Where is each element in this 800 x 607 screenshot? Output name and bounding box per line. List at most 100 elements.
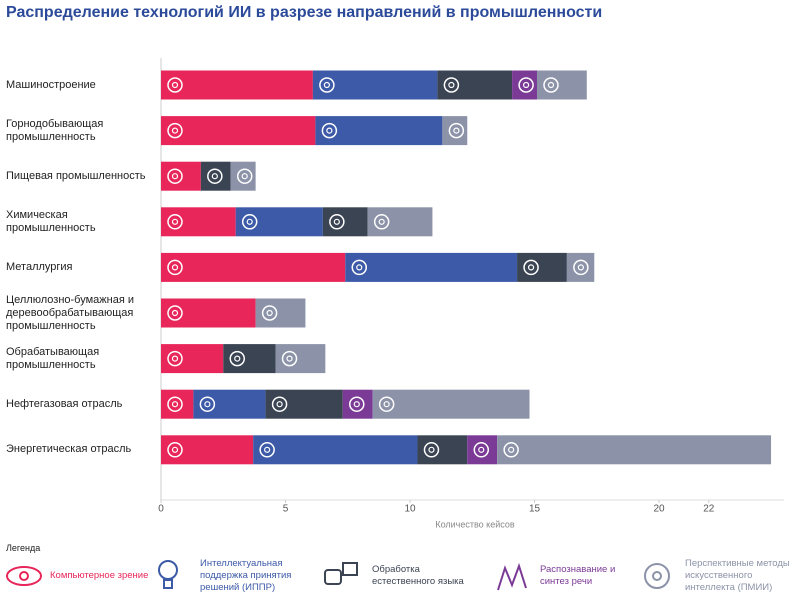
segment-icon bbox=[522, 81, 530, 89]
segment-icon bbox=[236, 168, 253, 184]
segment-icon bbox=[577, 264, 584, 271]
segment-icon bbox=[171, 355, 179, 362]
segment-icon bbox=[264, 446, 271, 453]
segment-icon bbox=[443, 77, 460, 93]
segment-icon bbox=[167, 168, 183, 184]
segment-icon bbox=[171, 218, 179, 225]
segment-icon bbox=[423, 442, 440, 458]
legend-label: Интеллектуальная поддержка принятия реше… bbox=[200, 558, 292, 593]
segment-icon bbox=[171, 446, 179, 453]
bar-segment bbox=[312, 70, 438, 100]
legend-title: Легенда bbox=[6, 543, 41, 553]
bar-segment bbox=[315, 116, 443, 146]
segment-icon bbox=[271, 396, 288, 412]
bar-segment bbox=[367, 207, 433, 237]
segment-icon bbox=[286, 355, 293, 362]
segment-icon bbox=[523, 259, 539, 276]
segment-icon bbox=[167, 259, 183, 276]
legend-label: Распознавание и синтез речи bbox=[540, 564, 616, 587]
segment-icon bbox=[518, 77, 534, 93]
x-tick-label: 15 bbox=[529, 504, 541, 515]
bar-segment bbox=[253, 435, 418, 465]
bar-segment bbox=[417, 435, 468, 465]
segment-icon bbox=[448, 81, 455, 89]
segment-icon bbox=[323, 81, 330, 89]
segment-icon bbox=[167, 77, 183, 93]
segment-icon bbox=[167, 350, 183, 367]
bar-segment bbox=[566, 252, 595, 282]
segment-icon bbox=[234, 355, 241, 362]
category-label: Машиностроение bbox=[6, 78, 96, 91]
chart-title: Распределение технологий ИИ в разрезе на… bbox=[6, 4, 603, 21]
legend-label: Компьютерное зрение bbox=[50, 570, 149, 581]
segment-icon bbox=[261, 305, 278, 321]
category-label: Энергетическая отрасль bbox=[6, 443, 132, 456]
category-label: Химическая промышленность bbox=[6, 208, 96, 234]
segment-icon bbox=[199, 396, 216, 412]
segment-icon bbox=[171, 173, 179, 180]
category-label: Металлургия bbox=[6, 260, 73, 273]
segment-icon bbox=[373, 214, 390, 230]
segment-icon bbox=[167, 305, 183, 321]
segment-icon bbox=[353, 401, 360, 408]
bar-segment bbox=[161, 116, 316, 146]
bar-segment bbox=[536, 70, 587, 100]
segment-icon bbox=[167, 442, 183, 458]
bar-segment bbox=[161, 70, 313, 100]
bar-segment bbox=[345, 252, 518, 282]
segment-icon bbox=[508, 446, 515, 453]
segment-icon bbox=[356, 264, 363, 271]
bar-segment bbox=[161, 252, 346, 282]
bar-segment bbox=[161, 344, 224, 374]
legend-label: Перспективные методы искусственного инте… bbox=[685, 558, 790, 593]
segment-icon bbox=[229, 350, 245, 367]
bar-segment bbox=[467, 435, 498, 465]
bar-segment bbox=[265, 389, 343, 419]
bar-segment bbox=[275, 344, 326, 374]
segment-icon bbox=[378, 218, 385, 225]
category-label: Нефтегазовая отрасль bbox=[6, 397, 123, 410]
bar-segment bbox=[161, 435, 254, 465]
segment-icon bbox=[448, 122, 465, 139]
bar-segment bbox=[497, 435, 772, 465]
segment-icon bbox=[259, 442, 275, 458]
segment-icon bbox=[547, 81, 555, 89]
segment-icon bbox=[171, 81, 179, 89]
segment-icon bbox=[321, 122, 338, 139]
segment-icon bbox=[246, 218, 253, 225]
segment-icon bbox=[543, 77, 559, 93]
segment-icon bbox=[527, 264, 535, 271]
bar-segment bbox=[342, 389, 373, 419]
bar-segment bbox=[161, 298, 256, 328]
segment-icon bbox=[383, 401, 390, 408]
bar-segment bbox=[372, 389, 530, 419]
category-label: Горнодобывающая промышленность bbox=[6, 117, 104, 143]
segment-icon bbox=[503, 442, 519, 458]
segment-icon bbox=[167, 214, 183, 230]
bar-segment bbox=[193, 389, 266, 419]
bar-segment bbox=[161, 207, 236, 237]
segment-icon bbox=[453, 127, 460, 134]
segment-icon bbox=[171, 309, 179, 317]
legend-icons bbox=[6, 560, 670, 591]
segment-icon bbox=[167, 396, 183, 412]
category-label: Целлюлозно-бумажная и деревообрабатывающ… bbox=[6, 293, 134, 332]
x-tick-label: 22 bbox=[703, 504, 715, 515]
segment-icon bbox=[171, 127, 179, 134]
segment-icon bbox=[167, 122, 183, 139]
x-tick-label: 0 bbox=[158, 504, 164, 515]
bar-segment bbox=[223, 344, 276, 374]
segment-icon bbox=[211, 173, 218, 180]
segment-icon bbox=[428, 446, 435, 453]
segment-icon bbox=[333, 218, 340, 225]
segment-icon bbox=[326, 127, 333, 134]
segment-icon bbox=[281, 350, 298, 367]
x-axis-label: Количество кейсов bbox=[435, 519, 515, 529]
segment-icon bbox=[473, 442, 490, 458]
segment-icon bbox=[478, 446, 485, 453]
bar-segment bbox=[517, 252, 567, 282]
category-label: Пищевая промышленность bbox=[6, 169, 146, 182]
segment-icon bbox=[207, 168, 223, 184]
segment-icon bbox=[171, 401, 179, 408]
bar-segment bbox=[437, 70, 513, 100]
